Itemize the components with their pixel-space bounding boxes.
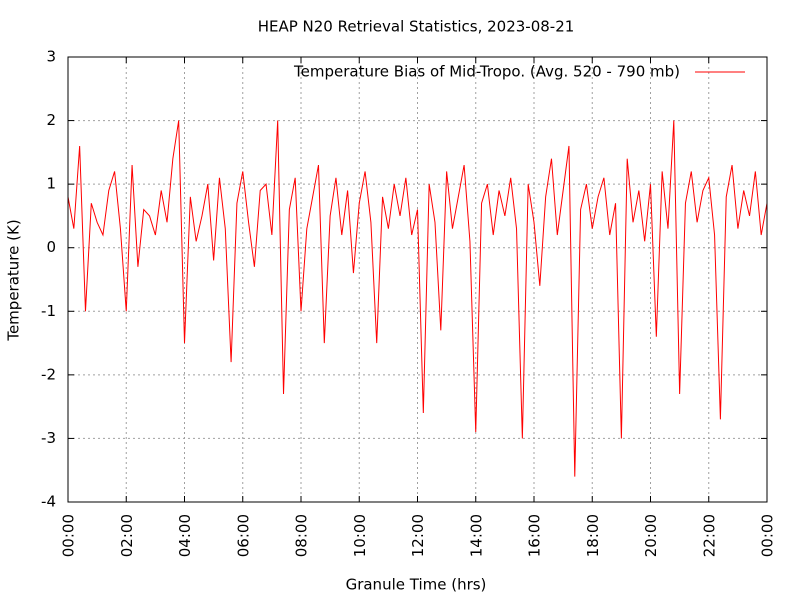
plot-frame (67, 56, 768, 503)
y-tick-label: -4 (41, 493, 56, 511)
legend-label: Temperature Bias of Mid-Tropo. (Avg. 520… (293, 63, 680, 81)
y-axis-title: Temperature (K) (5, 219, 23, 341)
x-tick-label: 16:00 (526, 514, 544, 557)
x-tick-label: 22:00 (700, 514, 718, 557)
y-tick-label: -1 (41, 302, 56, 320)
y-tick-label: 1 (46, 175, 56, 193)
x-tick-label: 00:00 (759, 514, 777, 557)
y-tick-label: 3 (46, 48, 56, 66)
data-line (67, 120, 768, 477)
y-tick-label: 2 (46, 111, 56, 129)
y-tick-label: -3 (41, 429, 56, 447)
y-tick-label: 0 (46, 238, 56, 256)
x-tick-label: 10:00 (351, 514, 369, 557)
x-tick-label: 20:00 (642, 514, 660, 557)
chart-title: HEAP N20 Retrieval Statistics, 2023-08-2… (258, 18, 575, 36)
x-tick-label: 08:00 (293, 514, 311, 557)
x-tick-label: 18:00 (584, 514, 602, 557)
x-tick-label: 12:00 (409, 514, 427, 557)
x-tick-label: 14:00 (467, 514, 485, 557)
y-tick-label: -2 (41, 365, 56, 383)
x-tick-label: 02:00 (118, 514, 136, 557)
x-axis-title: Granule Time (hrs) (346, 576, 487, 594)
x-tick-label: 06:00 (234, 514, 252, 557)
x-tick-label: 04:00 (176, 514, 194, 557)
x-tick-label: 00:00 (60, 514, 78, 557)
